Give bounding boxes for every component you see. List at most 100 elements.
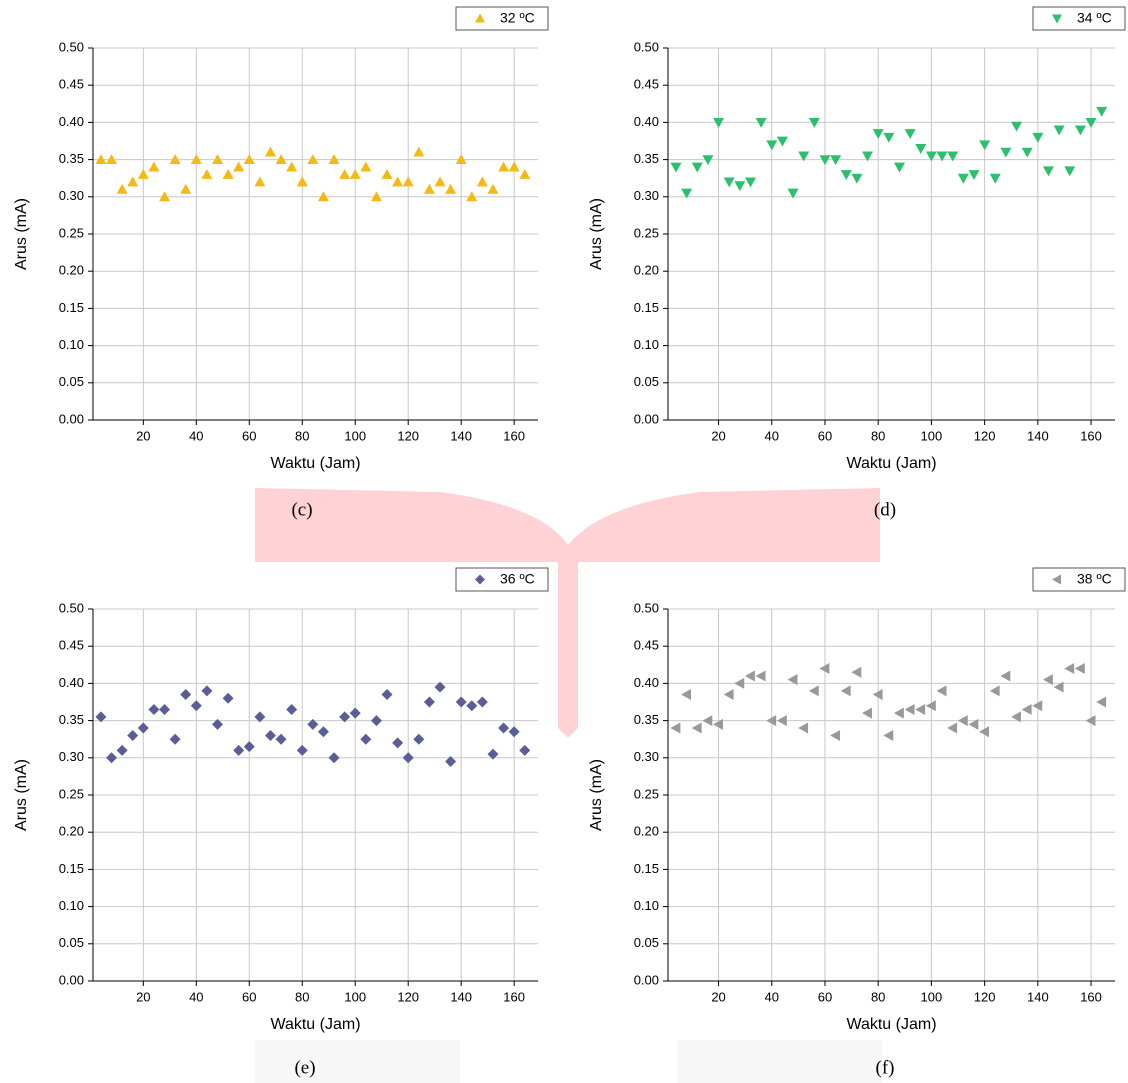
- data-point: [744, 670, 755, 682]
- data-point: [808, 685, 819, 697]
- data-point: [830, 155, 842, 166]
- data-point: [275, 733, 287, 745]
- data-point: [1074, 125, 1086, 136]
- data-point: [381, 689, 393, 701]
- data-point: [455, 154, 467, 164]
- y-tick-label: 0.05: [59, 374, 84, 389]
- data-point: [936, 151, 948, 162]
- y-tick-label: 0.20: [634, 263, 659, 278]
- x-tick-label: 160: [503, 989, 525, 1004]
- y-tick-label: 0.40: [59, 114, 84, 129]
- y-tick-label: 0.05: [59, 935, 84, 950]
- data-point: [851, 173, 863, 184]
- data-point: [296, 176, 308, 187]
- data-point: [893, 707, 904, 719]
- data-point: [169, 733, 181, 745]
- y-tick-label: 0.40: [634, 114, 659, 129]
- data-point: [201, 168, 213, 179]
- x-tick-label: 20: [711, 989, 725, 1004]
- data-point: [307, 154, 319, 164]
- data-point: [360, 161, 372, 172]
- data-point: [819, 155, 831, 166]
- x-tick-label: 120: [397, 989, 419, 1004]
- x-axis-title: Waktu (Jam): [846, 455, 936, 472]
- y-tick-label: 0.45: [634, 638, 659, 653]
- data-point: [392, 176, 404, 187]
- y-tick-label: 0.30: [59, 749, 84, 764]
- x-tick-label: 40: [765, 428, 779, 443]
- data-point: [798, 722, 809, 734]
- data-point: [211, 718, 223, 730]
- legend-marker: [1052, 14, 1062, 24]
- data-point: [979, 726, 990, 738]
- data-point: [1032, 132, 1044, 143]
- data-point: [968, 170, 980, 180]
- data-point: [370, 715, 382, 727]
- data-point: [487, 183, 499, 194]
- data-point: [159, 191, 171, 202]
- data-point: [455, 696, 467, 708]
- y-tick-label: 0.05: [634, 935, 659, 950]
- data-point: [862, 151, 874, 162]
- data-point: [243, 154, 255, 164]
- x-tick-label: 120: [397, 428, 419, 443]
- y-tick-label: 0.15: [634, 861, 659, 876]
- y-tick-label: 0.00: [59, 411, 84, 426]
- legend-marker: [1052, 574, 1061, 585]
- x-tick-label: 120: [974, 428, 996, 443]
- x-tick-label: 40: [189, 428, 203, 443]
- data-point: [755, 118, 767, 128]
- data-point: [808, 118, 820, 128]
- x-tick-label: 140: [450, 428, 472, 443]
- x-axis-title: Waktu (Jam): [846, 1016, 936, 1033]
- data-point: [222, 692, 234, 704]
- data-point: [957, 173, 969, 184]
- data-point: [1011, 121, 1023, 132]
- data-point: [744, 177, 756, 188]
- data-point: [264, 146, 276, 157]
- y-tick-label: 0.45: [59, 77, 84, 92]
- data-point: [713, 718, 723, 730]
- data-point: [787, 188, 799, 199]
- data-point: [498, 722, 510, 734]
- data-point: [434, 681, 446, 693]
- data-point: [95, 154, 107, 164]
- data-point: [968, 718, 979, 730]
- y-tick-label: 0.30: [634, 188, 659, 203]
- y-tick-label: 0.00: [634, 972, 659, 987]
- data-point: [681, 689, 692, 701]
- data-point: [670, 722, 681, 734]
- data-point: [370, 191, 382, 202]
- x-tick-label: 20: [711, 428, 725, 443]
- data-point: [989, 173, 1001, 184]
- y-axis-title: Arus (mA): [13, 198, 30, 270]
- y-tick-label: 0.40: [634, 675, 659, 690]
- data-point: [95, 711, 107, 723]
- data-point: [180, 689, 192, 701]
- y-tick-label: 0.15: [59, 300, 84, 315]
- caption-backdrop: [677, 1040, 882, 1083]
- data-point: [498, 161, 510, 172]
- caption: (f): [876, 1057, 895, 1078]
- data-point: [1096, 106, 1108, 117]
- x-tick-label: 40: [189, 989, 203, 1004]
- data-point: [222, 168, 234, 179]
- data-point: [819, 663, 830, 675]
- legend-label: 32 ºC: [500, 10, 535, 26]
- data-point: [243, 741, 255, 753]
- legend-label: 38 ºC: [1077, 571, 1112, 587]
- x-tick-label: 80: [295, 428, 309, 443]
- data-point: [317, 191, 329, 202]
- data-point: [328, 752, 340, 764]
- data-point: [148, 703, 160, 715]
- data-point: [947, 151, 959, 162]
- data-point: [190, 154, 202, 164]
- data-point: [1053, 681, 1064, 693]
- data-point: [159, 703, 171, 715]
- y-tick-label: 0.45: [59, 638, 84, 653]
- caption: (d): [874, 499, 896, 520]
- data-point: [466, 191, 478, 202]
- data-point: [476, 696, 488, 708]
- data-point: [734, 181, 746, 192]
- data-point: [979, 140, 991, 151]
